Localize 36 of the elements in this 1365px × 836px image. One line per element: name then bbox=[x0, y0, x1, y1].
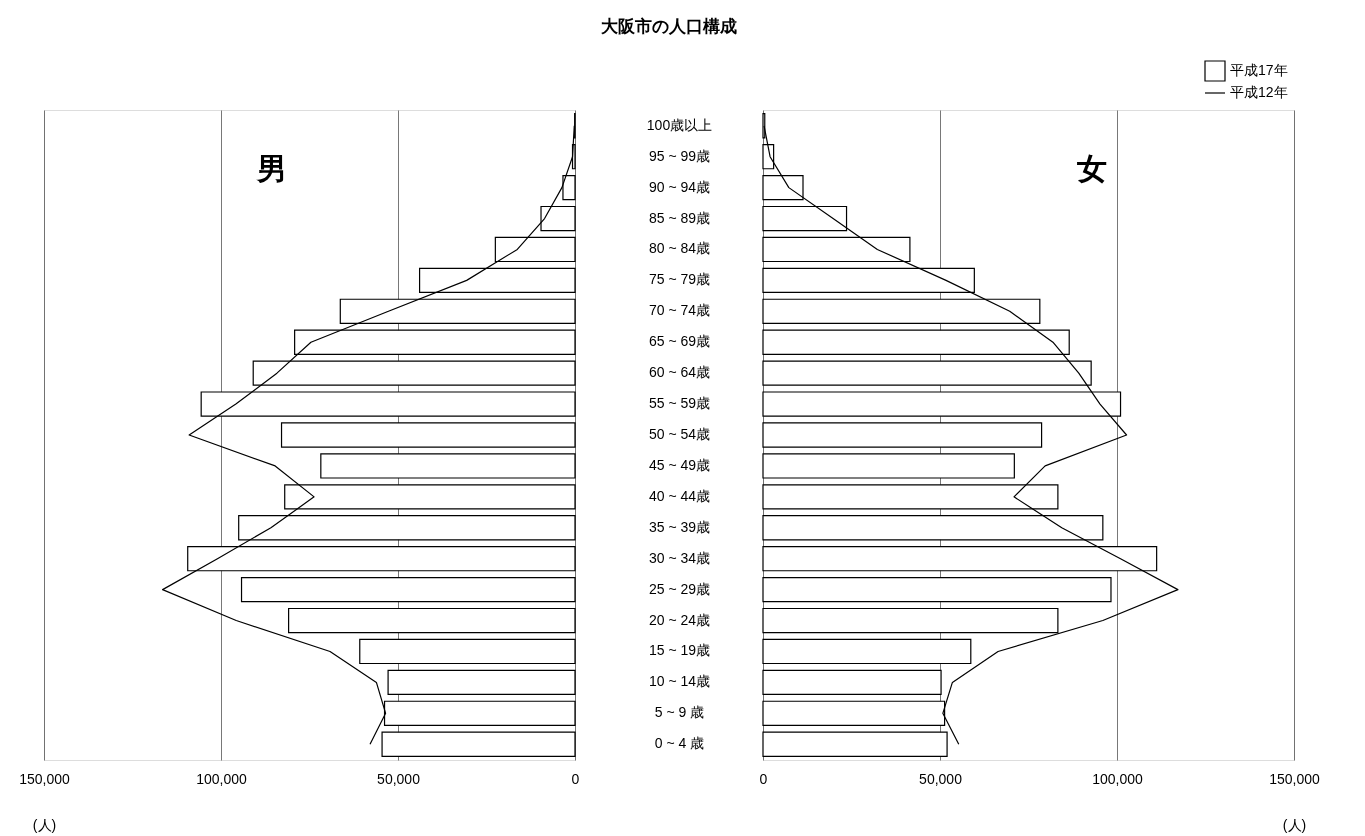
y-tick-label: 10 ~ 14歳 bbox=[648, 673, 711, 690]
y-tick-label: 65 ~ 69歳 bbox=[648, 333, 711, 350]
y-tick-label: 70 ~ 74歳 bbox=[648, 302, 711, 319]
y-tick-label: 60 ~ 64歳 bbox=[648, 364, 711, 381]
x-axis-title: (人) bbox=[32, 816, 57, 833]
y-tick-label: 40 ~ 44歳 bbox=[648, 487, 711, 504]
x-tick-label: 0 bbox=[571, 770, 580, 787]
text: 大阪市の人口構成 bbox=[601, 17, 737, 36]
y-tick-label: 100歳以上 bbox=[646, 116, 713, 133]
x-tick-label: 0 bbox=[759, 770, 768, 787]
y-tick-label: 0 ~ 4 歳 bbox=[654, 735, 705, 752]
y-tick-label: 15 ~ 19歳 bbox=[648, 642, 711, 659]
y-tick-label: 35 ~ 39歳 bbox=[648, 518, 711, 535]
y-tick-label: 45 ~ 49歳 bbox=[648, 456, 711, 473]
annotation: 男 bbox=[256, 152, 288, 185]
y-tick-label: 50 ~ 54歳 bbox=[648, 426, 711, 442]
y-tick-label: 25 ~ 29歳 bbox=[648, 580, 711, 597]
legend-label: 平成17年 bbox=[1230, 62, 1288, 78]
x-tick-label: 50,000 bbox=[377, 770, 421, 787]
legend-label: 平成12年 bbox=[1230, 84, 1288, 100]
y-tick-label: 80 ~ 84歳 bbox=[648, 240, 711, 257]
x-axis-title: (人) bbox=[1282, 816, 1307, 833]
y-tick-label: 85 ~ 89歳 bbox=[648, 209, 711, 226]
x-tick-label: 100,000 bbox=[196, 770, 248, 787]
y-tick-label: 55 ~ 59歳 bbox=[648, 395, 711, 412]
y-tick-label: 95 ~ 99歳 bbox=[648, 147, 711, 164]
x-tick-label: 150,000 bbox=[1269, 770, 1321, 787]
y-tick-label: 90 ~ 94歳 bbox=[648, 178, 711, 195]
x-tick-label: 50,000 bbox=[919, 770, 963, 787]
y-tick-label: 30 ~ 34歳 bbox=[648, 549, 711, 566]
x-tick-label: 100,000 bbox=[1092, 770, 1144, 787]
x-tick-label: 150,000 bbox=[19, 770, 71, 787]
annotation: 女 bbox=[1076, 152, 1108, 185]
y-tick-label: 20 ~ 24歳 bbox=[648, 611, 711, 628]
y-tick-label: 5 ~ 9 歳 bbox=[654, 704, 705, 721]
y-tick-label: 75 ~ 79歳 bbox=[648, 271, 711, 288]
